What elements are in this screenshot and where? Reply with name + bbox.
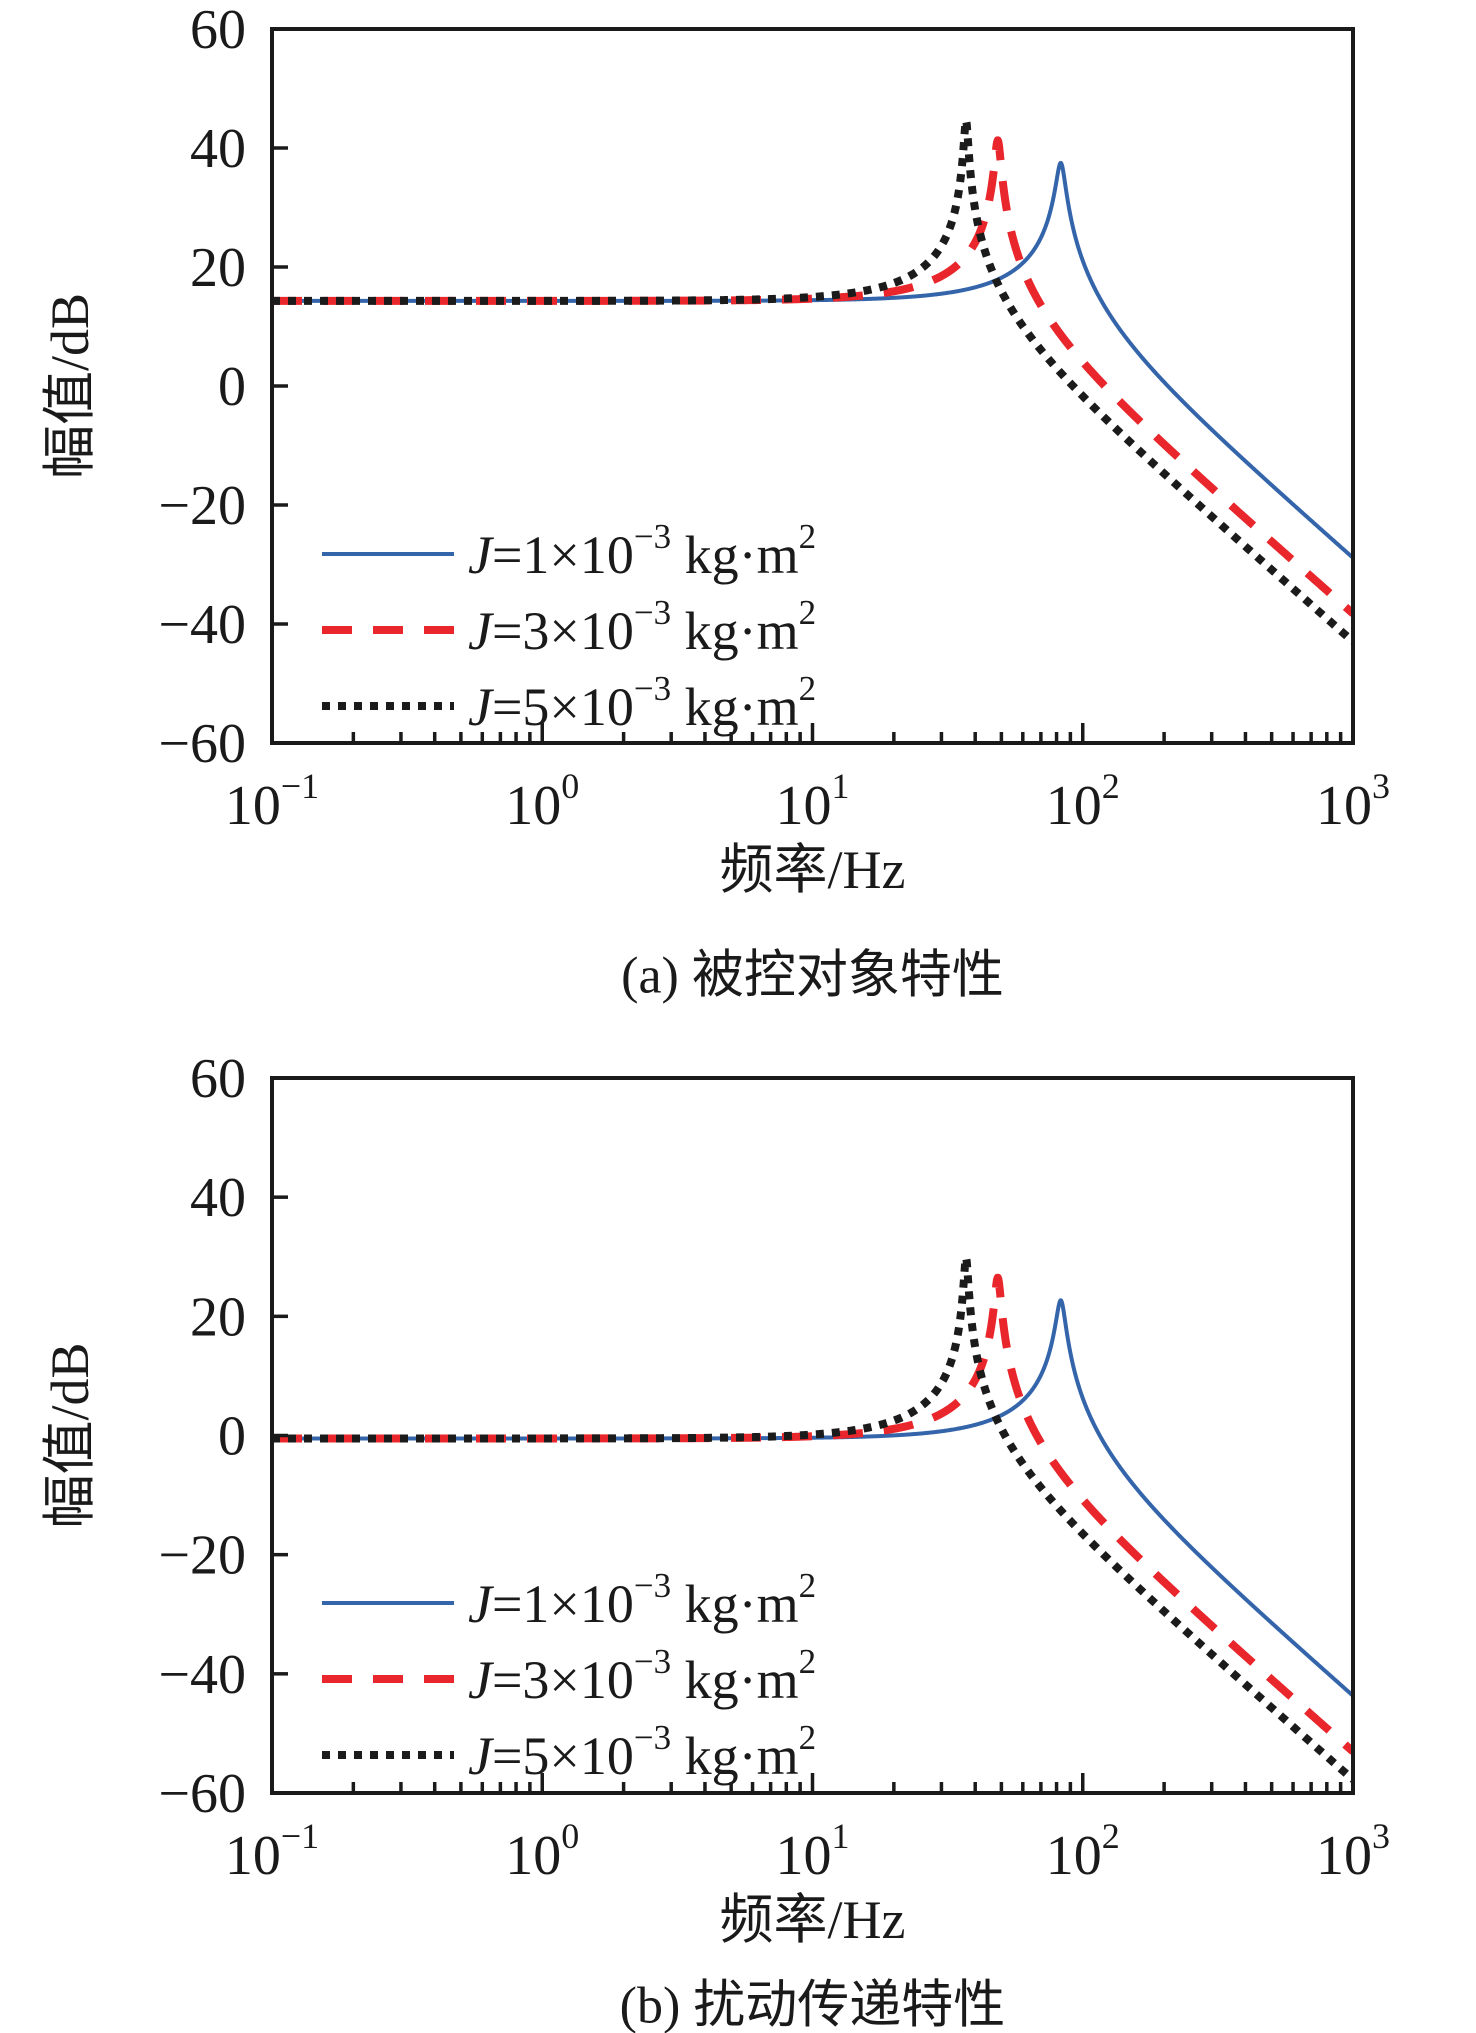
y-tick-label-b-−20: −20 [158, 1525, 246, 1587]
y-tick-label-b-20: 20 [190, 1286, 246, 1348]
y-tick-label-b-−40: −40 [158, 1644, 246, 1706]
x-tick-label-b-10e1: 101 [776, 1816, 850, 1887]
y-tick-label-b-60: 60 [190, 1048, 246, 1110]
x-tick-label-a-10e-1: 10−1 [225, 766, 319, 837]
x-tick-label-b-10e-1: 10−1 [225, 1816, 319, 1887]
caption-a: (a) 被控对象特性 [621, 948, 1004, 1005]
x-tick-label-b-10e2: 102 [1046, 1816, 1120, 1887]
legend-label-a-3: J=5×10−3 kg·m2 [468, 669, 816, 737]
legend-label-b-3: J=5×10−3 kg·m2 [468, 1718, 816, 1786]
curve-a-series-3 [273, 116, 1352, 645]
caption-b: (b) 扰动传递特性 [620, 1978, 1006, 2033]
y-tick-label-a-−20: −20 [158, 475, 246, 537]
legend-label-a-2: J=3×10−3 kg·m2 [468, 593, 816, 661]
y-tick-label-a-0: 0 [218, 356, 246, 418]
y-tick-label-a-60: 60 [190, 0, 246, 61]
y-tick-label-a-−40: −40 [158, 594, 246, 656]
plot-box-a [270, 27, 1355, 745]
x-tick-label-a-10e3: 103 [1316, 766, 1390, 837]
legend-label-b-1: J=1×10−3 kg·m2 [468, 1566, 816, 1634]
y-tick-label-b-−60: −60 [158, 1763, 246, 1825]
x-tick-label-a-10e2: 102 [1046, 766, 1120, 837]
y-tick-label-b-40: 40 [190, 1167, 246, 1229]
y-tick-label-a-40: 40 [190, 118, 246, 180]
x-axis-label-a: 频率/Hz [720, 840, 906, 900]
legend-label-a-1: J=1×10−3 kg·m2 [468, 517, 816, 585]
curve-b-series-1 [273, 1298, 1352, 1698]
x-axis-label-b: 频率/Hz [720, 1890, 906, 1950]
y-tick-label-a-−60: −60 [158, 713, 246, 775]
y-axis-label-a: 幅值/dB [40, 293, 100, 479]
x-tick-label-b-10e0: 100 [505, 1816, 579, 1887]
x-tick-label-a-10e1: 101 [776, 766, 850, 837]
x-tick-label-a-10e0: 100 [505, 766, 579, 837]
y-tick-label-b-0: 0 [218, 1406, 246, 1468]
curve-b-series-3 [273, 1253, 1352, 1783]
x-tick-label-b-10e3: 103 [1316, 1816, 1390, 1887]
y-tick-label-a-20: 20 [190, 237, 246, 299]
legend-label-b-2: J=3×10−3 kg·m2 [468, 1642, 816, 1710]
y-axis-label-b: 幅值/dB [40, 1342, 100, 1528]
